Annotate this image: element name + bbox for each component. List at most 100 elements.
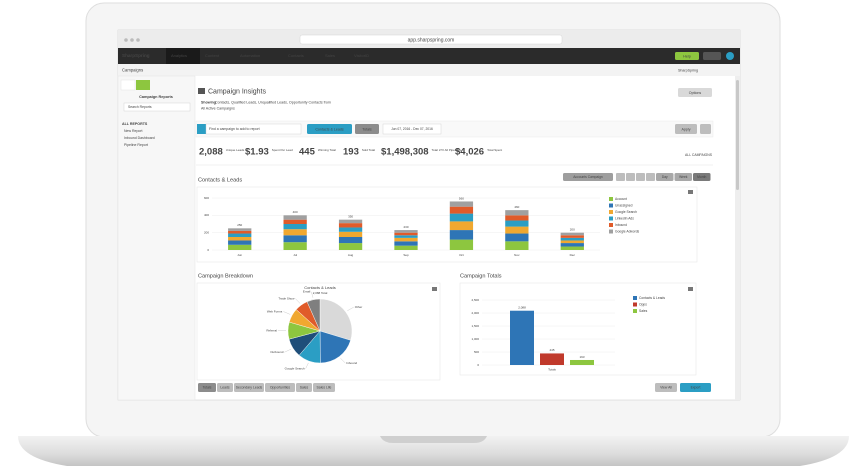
legend-swatch[interactable] (609, 223, 613, 227)
bottom-tab[interactable] (234, 383, 264, 392)
browser-control[interactable] (124, 38, 128, 42)
legend-swatch[interactable] (609, 229, 613, 234)
legend-swatch[interactable] (609, 216, 613, 221)
bottom-tab-label[interactable]: Leads (220, 386, 230, 390)
bottom-tab-label[interactable]: Sales Life (317, 386, 332, 390)
bar-segment (283, 229, 307, 236)
kpi-label: Unique Leads (226, 148, 245, 152)
chart-menu[interactable] (688, 190, 693, 194)
kpi-label: Sold Total (362, 148, 375, 152)
options-button-label[interactable]: Options (689, 91, 702, 95)
legend-swatch[interactable] (609, 197, 613, 201)
period-button-label[interactable]: Week (679, 175, 688, 179)
bottom-tab[interactable] (198, 383, 216, 392)
campaign-select[interactable] (563, 173, 613, 181)
nav-item[interactable]: Automation (240, 53, 260, 58)
legend-label[interactable]: Sales (639, 309, 648, 313)
y-tick-label: 0 (477, 363, 479, 367)
legend-label[interactable]: Inbound (615, 223, 627, 227)
sidebar-tab-active[interactable] (136, 80, 150, 90)
browser-control[interactable] (130, 38, 134, 42)
bottom-tab[interactable] (265, 383, 295, 392)
period-button[interactable] (693, 173, 711, 181)
campaign-select-label[interactable]: Accounts Campaign (573, 175, 603, 179)
report-link[interactable]: New Report (124, 129, 143, 133)
legend-label[interactable]: Account (615, 197, 627, 201)
bottom-tab[interactable] (296, 383, 312, 392)
legend-label[interactable]: Opps (639, 303, 647, 307)
nav-item[interactable]: Sales (325, 53, 335, 58)
legend-label[interactable]: Unassigned (615, 204, 633, 208)
export-button[interactable] (680, 383, 711, 392)
chart-menu[interactable] (432, 287, 437, 291)
export-button-label[interactable]: Export (691, 386, 701, 390)
nav-item[interactable]: VisitorID (354, 53, 369, 58)
bottom-tab-label[interactable]: Secondary Leads (236, 386, 263, 390)
metric-button[interactable] (307, 124, 352, 134)
bottom-tab[interactable] (313, 383, 335, 392)
section-title: Campaign Totals (460, 273, 502, 279)
sidebar-search-placeholder[interactable]: Search Reports (128, 105, 152, 109)
legend-swatch[interactable] (609, 210, 613, 214)
bottom-tab-label[interactable]: Sales (300, 386, 309, 390)
chart-type-button[interactable] (646, 173, 655, 181)
section-title: Contacts & Leads (198, 177, 242, 183)
legend-swatch[interactable] (633, 309, 637, 313)
legend-label[interactable]: Google Search (615, 210, 637, 214)
bottom-tab-label[interactable]: Totals (203, 386, 212, 390)
user-button[interactable] (703, 52, 721, 60)
period-button[interactable] (674, 173, 693, 181)
date-range[interactable]: Jun 07, 2016 - Dec 07, 2016 (391, 127, 433, 131)
options-button[interactable] (678, 88, 712, 97)
report-link[interactable]: Pipeline Report (124, 143, 148, 147)
scrollbar[interactable] (735, 76, 740, 400)
chart-type-button[interactable] (626, 173, 635, 181)
bar-segment (449, 221, 474, 231)
kpi-value: 445 (299, 147, 316, 158)
search-icon-box[interactable] (197, 124, 206, 134)
period-button-label[interactable]: Month (697, 175, 706, 179)
view-all-button-label[interactable]: View All (660, 386, 672, 390)
totals-button-label[interactable]: Totals (362, 127, 372, 131)
scroll-thumb[interactable] (736, 80, 739, 190)
nav-item[interactable]: Analytics (171, 53, 187, 58)
pie-slice (306, 298, 321, 332)
campaign-search[interactable] (205, 123, 302, 135)
help-button-label[interactable]: Help (683, 54, 691, 58)
bottom-tab-label[interactable]: Opportunities (270, 386, 290, 390)
nav-item[interactable]: Content (205, 53, 220, 58)
chart-type-button[interactable] (636, 173, 645, 181)
legend-swatch[interactable] (609, 203, 613, 208)
period-button-label[interactable]: Day (662, 175, 668, 179)
view-all-button[interactable] (655, 383, 677, 392)
period-button[interactable] (656, 173, 674, 181)
date-box[interactable] (382, 123, 442, 135)
help-button[interactable] (675, 52, 699, 60)
x-tick-label: Sep (403, 253, 409, 257)
y-tick-label: 200 (204, 230, 209, 234)
nav-item[interactable]: Contacts (288, 53, 304, 58)
bottom-tab[interactable] (217, 383, 233, 392)
legend-label[interactable]: LinkedIn Ads (615, 217, 634, 221)
totals-button[interactable] (355, 124, 379, 134)
sidebar-section: Campaign Reports (139, 95, 173, 99)
browser-control[interactable] (136, 38, 140, 42)
clear-button[interactable] (700, 124, 711, 134)
legend-swatch[interactable] (633, 302, 637, 307)
sidebar-search[interactable] (123, 102, 191, 112)
campaign-search-placeholder[interactable]: Find a campaign to add to report (209, 127, 260, 131)
bar-segment (560, 243, 584, 247)
sidebar-title: Campaigns (122, 68, 143, 73)
info-button[interactable] (726, 52, 734, 60)
legend-label[interactable]: Google Adwords (615, 230, 640, 234)
chart-menu[interactable] (688, 287, 693, 291)
legend-swatch[interactable] (633, 296, 637, 300)
apply-button[interactable] (675, 124, 697, 134)
sidebar-tab[interactable] (120, 79, 136, 91)
report-link[interactable]: Inbound Dashboard (124, 136, 155, 140)
metric-button-label[interactable]: Contacts & Leads (315, 127, 344, 131)
address-box[interactable] (299, 34, 563, 45)
apply-button-label[interactable]: Apply (682, 127, 691, 131)
legend-label[interactable]: Contacts & Leads (639, 296, 665, 300)
chart-type-button[interactable] (616, 173, 625, 181)
